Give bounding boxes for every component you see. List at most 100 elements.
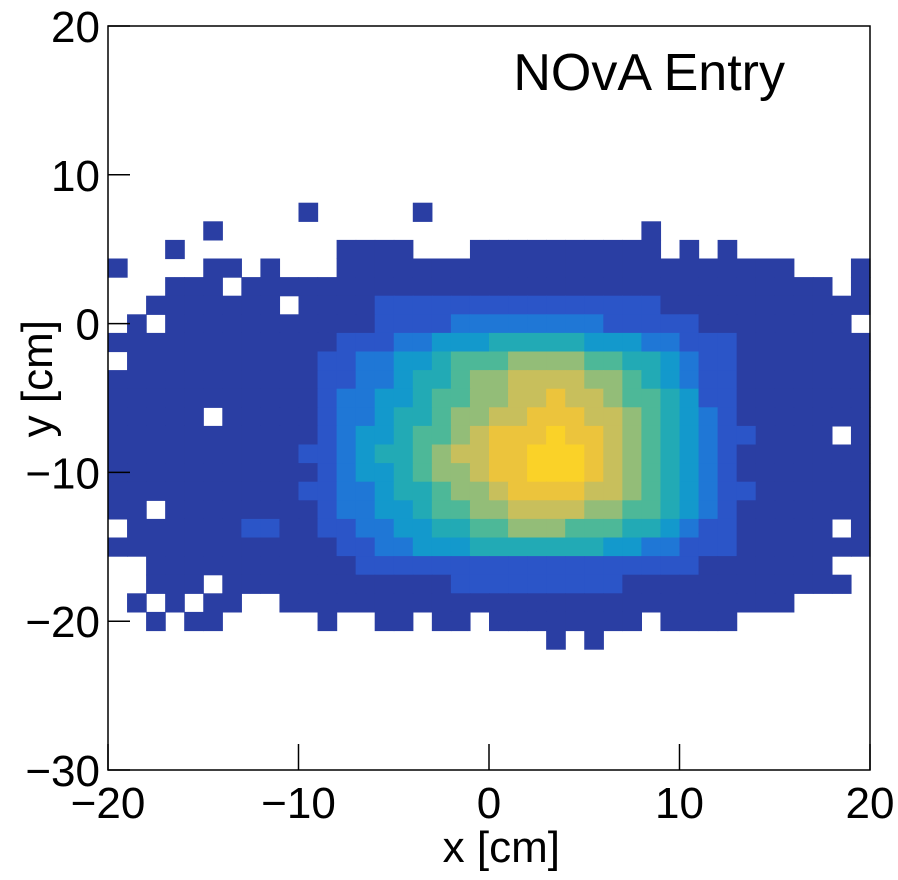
heatmap-cell xyxy=(717,351,738,371)
heatmap-cell xyxy=(736,407,757,427)
heatmap-cell xyxy=(755,407,776,427)
heatmap-cell xyxy=(317,277,338,297)
heatmap-cell xyxy=(431,258,452,278)
heatmap-cell xyxy=(850,258,871,278)
heatmap-cell xyxy=(850,332,871,353)
heatmap-cell xyxy=(793,388,814,408)
heatmap-cell xyxy=(260,370,281,390)
heatmap-cell xyxy=(222,407,242,427)
heatmap-cell xyxy=(184,518,204,539)
heatmap-cell xyxy=(108,537,128,557)
heatmap-cell xyxy=(660,500,681,520)
heatmap-cell xyxy=(793,537,814,557)
heatmap-cell xyxy=(222,574,242,594)
heatmap-cell xyxy=(146,425,166,446)
heatmap-cell xyxy=(565,277,585,297)
heatmap-cell xyxy=(850,500,871,520)
heatmap-cell xyxy=(641,221,662,241)
heatmap-cell xyxy=(203,537,223,557)
chart-title: NOvA Entry xyxy=(513,44,785,102)
heatmap-cell xyxy=(698,611,719,632)
heatmap-cell xyxy=(450,593,471,613)
heatmap-cell xyxy=(146,481,166,501)
heatmap-cell xyxy=(165,574,185,594)
heatmap-cell xyxy=(241,332,261,353)
heatmap-cell xyxy=(660,611,681,632)
heatmap-cell xyxy=(641,481,662,501)
heatmap-cell xyxy=(412,258,433,278)
heatmap-cell xyxy=(355,351,376,371)
heatmap-cell xyxy=(641,370,662,390)
heatmap-cell xyxy=(660,332,681,353)
heatmap-cell xyxy=(603,574,623,594)
heatmap-cell xyxy=(660,574,681,594)
heatmap-cell xyxy=(641,277,662,297)
heatmap-cell xyxy=(546,351,566,371)
heatmap-cell xyxy=(812,388,833,408)
heatmap-cell xyxy=(317,481,338,501)
heatmap-cell xyxy=(108,388,128,408)
heatmap-cell xyxy=(679,444,700,464)
heatmap-cell xyxy=(850,370,871,390)
heatmap-cell xyxy=(793,444,814,464)
heatmap-cell xyxy=(203,481,223,501)
heatmap-cell xyxy=(374,574,395,594)
heatmap-cell xyxy=(355,407,376,427)
heatmap-cell xyxy=(336,239,357,260)
heatmap-cell xyxy=(127,481,147,501)
heatmap-cell xyxy=(584,574,604,594)
heatmap-cell xyxy=(850,463,871,483)
heatmap-cell xyxy=(298,370,319,390)
x-tick-label: −20 xyxy=(71,779,146,828)
heatmap-cell xyxy=(755,463,776,483)
heatmap-cell xyxy=(260,258,281,278)
heatmap-cell xyxy=(184,388,204,408)
heatmap-cell xyxy=(489,593,509,613)
heatmap-cell xyxy=(584,556,604,576)
heatmap-cell xyxy=(546,332,566,353)
heatmap-cell xyxy=(317,611,338,632)
heatmap-cell xyxy=(679,574,700,594)
heatmap-cell xyxy=(774,574,795,594)
heatmap-cell xyxy=(584,444,604,464)
heatmap-cell xyxy=(660,518,681,539)
heatmap-cell xyxy=(241,388,261,408)
heatmap-cell xyxy=(431,295,452,315)
heatmap-cell xyxy=(469,314,490,334)
heatmap-cell xyxy=(679,425,700,446)
heatmap-cell xyxy=(565,332,585,353)
heatmap-cell xyxy=(412,370,433,390)
heatmap-cell xyxy=(393,444,414,464)
heatmap-cell xyxy=(127,388,147,408)
heatmap-cell xyxy=(127,500,147,520)
heatmap-cell xyxy=(812,370,833,390)
heatmap-cell xyxy=(317,593,338,613)
heatmap-cell xyxy=(127,332,147,353)
y-axis-title: y [cm] xyxy=(13,320,62,437)
heatmap-cell xyxy=(774,407,795,427)
heatmap-cell xyxy=(698,556,719,576)
heatmap-cell xyxy=(774,518,795,539)
heatmap-cell xyxy=(165,593,185,613)
heatmap-cell xyxy=(279,444,300,464)
heatmap-cell xyxy=(831,463,852,483)
heatmap-cell xyxy=(469,556,490,576)
heatmap-cell xyxy=(241,556,261,576)
heatmap-cell xyxy=(622,537,642,557)
heatmap-cell xyxy=(812,463,833,483)
heatmap-cell xyxy=(222,388,242,408)
heatmap-cell xyxy=(774,351,795,371)
heatmap-cell xyxy=(774,444,795,464)
heatmap-cell xyxy=(489,463,509,483)
heatmap-cell xyxy=(184,407,204,427)
heatmap-cell xyxy=(831,481,852,501)
heatmap-cell xyxy=(336,444,357,464)
y-tick-label: −10 xyxy=(25,449,100,498)
heatmap-cell xyxy=(603,425,623,446)
heatmap-cell xyxy=(336,277,357,297)
heatmap-cell xyxy=(736,277,757,297)
heatmap-cell xyxy=(584,481,604,501)
heatmap-cell xyxy=(298,295,319,315)
heatmap-cell xyxy=(412,388,433,408)
